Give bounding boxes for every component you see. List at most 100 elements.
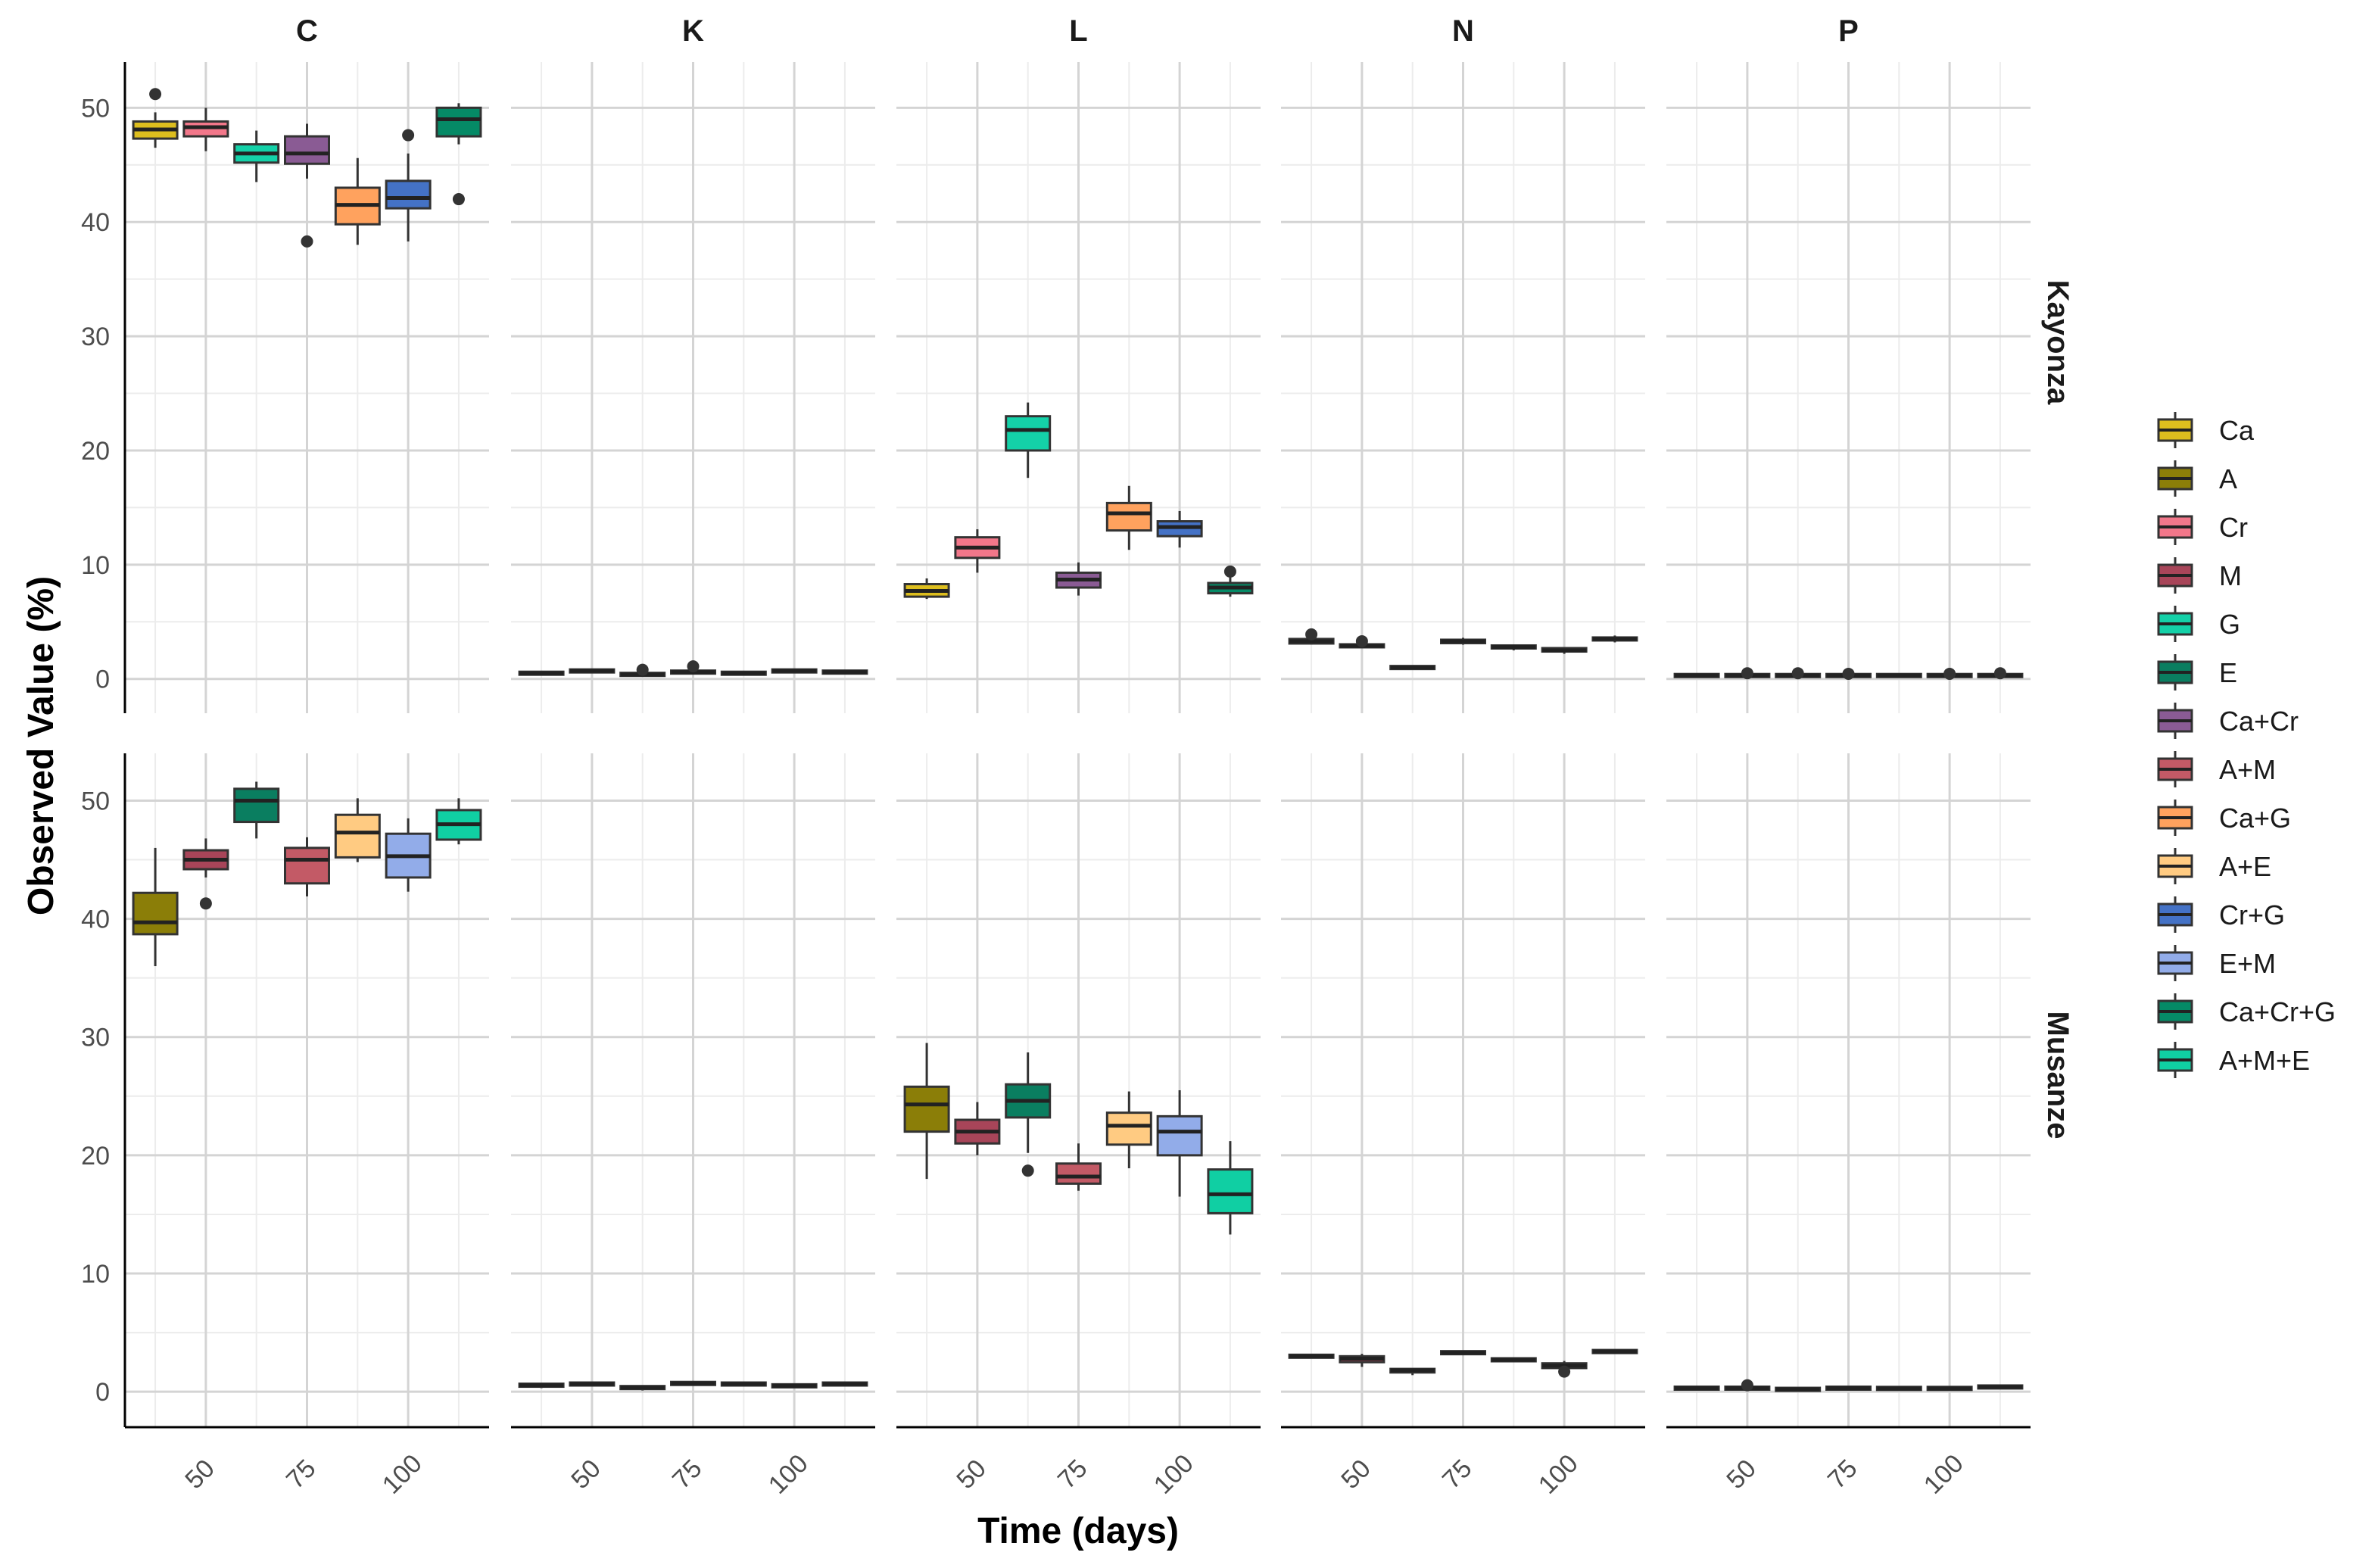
box-outlier <box>1791 667 1804 680</box>
facet-label-k: K <box>682 14 704 48</box>
box-a-plus-m-plus-e <box>1207 1141 1254 1235</box>
legend-item-ca-plus-cr-plus-g: Ca+Cr+G <box>2157 993 2336 1030</box>
panel-musanze-p <box>1673 1379 2024 1392</box>
box-a-plus-m-plus-e <box>1977 1384 2024 1390</box>
box-ca-plus-cr-plus-g <box>1977 667 2024 680</box>
box-ca-plus-cr <box>1440 637 1486 645</box>
box-ca-plus-cr <box>1055 562 1102 596</box>
box-e <box>1005 1052 1052 1177</box>
legend-label: Ca+G <box>2219 803 2291 834</box>
facet-label-kayonza: Kayonza <box>2041 280 2074 405</box>
box-outlier <box>1993 667 2006 680</box>
panel-musanze-k <box>518 1380 868 1391</box>
facet-label-p: P <box>1838 14 1859 48</box>
box-outlier <box>452 193 465 206</box>
box-e-plus-m <box>1541 1361 1588 1378</box>
box-e <box>1389 1367 1436 1376</box>
legend-label: E+M <box>2219 948 2276 979</box>
box-g <box>1775 667 1822 680</box>
panel-kayonza-p <box>1673 667 2024 680</box>
box-e <box>233 781 280 839</box>
box-body <box>1055 1162 1102 1185</box>
legend-item-m: M <box>2157 557 2242 594</box>
box-outlier <box>687 660 700 673</box>
legend-item-cr-plus-g: Cr+G <box>2157 896 2285 933</box>
y-tick-label: 40 <box>81 906 110 934</box>
box-body <box>284 846 330 885</box>
box-a-plus-e <box>1490 1357 1537 1363</box>
box-a <box>903 1043 950 1180</box>
box-e-plus-m <box>771 1383 818 1389</box>
marks-layer <box>132 88 2024 1392</box>
grid-layer <box>125 62 2031 1427</box>
box-ca-plus-g <box>1490 644 1537 651</box>
box-ca-plus-g <box>1105 485 1152 550</box>
box-cr <box>182 108 229 151</box>
box-outlier <box>1021 1164 1034 1177</box>
panel-kayonza-n <box>1288 628 1638 671</box>
box-outlier <box>1741 1379 1753 1392</box>
box-m <box>1339 1354 1385 1367</box>
box-outlier <box>1223 565 1236 578</box>
legend-label: A <box>2219 463 2237 494</box>
box-ca-plus-cr-plus-g <box>1207 565 1254 597</box>
box-m <box>1724 1379 1771 1392</box>
box-ca-plus-g <box>1875 672 1922 678</box>
box-cr-plus-g <box>1156 510 1203 548</box>
box-ca-plus-cr-plus-g <box>435 103 482 206</box>
box-cr <box>954 529 1001 573</box>
box-a-plus-m <box>284 837 330 896</box>
legend-label: M <box>2219 560 2242 591</box>
box-m <box>182 838 229 910</box>
box-e-plus-m <box>1156 1090 1203 1197</box>
box-g <box>1005 402 1052 479</box>
box-a-plus-e <box>720 1381 767 1387</box>
box-outlier <box>402 129 415 142</box>
box-a-plus-e <box>334 798 381 862</box>
legend-label: Ca+Cr <box>2219 706 2299 737</box>
box-outlier <box>1842 667 1855 680</box>
box-ca-plus-cr <box>1825 667 1872 680</box>
box-m <box>569 1381 616 1387</box>
y-tick-label: 30 <box>81 1024 110 1052</box>
legend-label: Cr+G <box>2219 899 2285 931</box>
box-cr <box>1339 634 1385 649</box>
legend-label: G <box>2219 609 2240 640</box>
box-cr-plus-g <box>1926 667 1973 680</box>
box-ca <box>1288 628 1335 645</box>
box-ca-plus-g <box>720 670 767 676</box>
box-ca <box>132 88 179 148</box>
facet-label-c: C <box>296 14 318 48</box>
legend-item-a-plus-e: A+E <box>2157 848 2271 884</box>
legend-item-ca: Ca <box>2157 412 2255 448</box>
box-outlier <box>1741 667 1753 680</box>
box-ca-plus-cr <box>670 660 716 675</box>
box-a <box>1673 1385 1720 1391</box>
box-body <box>385 179 432 210</box>
box-outlier <box>149 88 162 101</box>
box-a-plus-m-plus-e <box>435 798 482 845</box>
box-a-plus-m-plus-e <box>1591 1348 1638 1354</box>
panel-kayonza-k <box>518 660 868 678</box>
legend-item-ca-plus-g: Ca+G <box>2157 800 2291 836</box>
box-body <box>903 1085 950 1133</box>
box-e-plus-m <box>1926 1386 1973 1392</box>
legend-label: Ca <box>2219 415 2255 446</box>
legend-item-g: G <box>2157 606 2240 642</box>
box-e <box>1775 1386 1822 1392</box>
box-a <box>132 847 179 967</box>
box-a-plus-m <box>1825 1385 1872 1391</box>
facet-label-musanze: Musanze <box>2041 1012 2074 1139</box>
box-outlier <box>1305 628 1318 641</box>
axis-layer <box>123 62 2031 1429</box>
y-tick-label: 40 <box>81 208 110 237</box>
legend-item-ca-plus-cr: Ca+Cr <box>2157 703 2299 739</box>
panel-musanze-n <box>1288 1348 1638 1378</box>
box-ca-plus-cr-plus-g <box>821 669 868 675</box>
box-outlier <box>636 663 649 676</box>
box-cr-plus-g <box>1541 647 1588 654</box>
box-a-plus-e <box>1105 1091 1152 1169</box>
y-tick-label: 20 <box>81 437 110 466</box>
box-outlier <box>1943 667 1956 680</box>
box-ca <box>1673 672 1720 678</box>
